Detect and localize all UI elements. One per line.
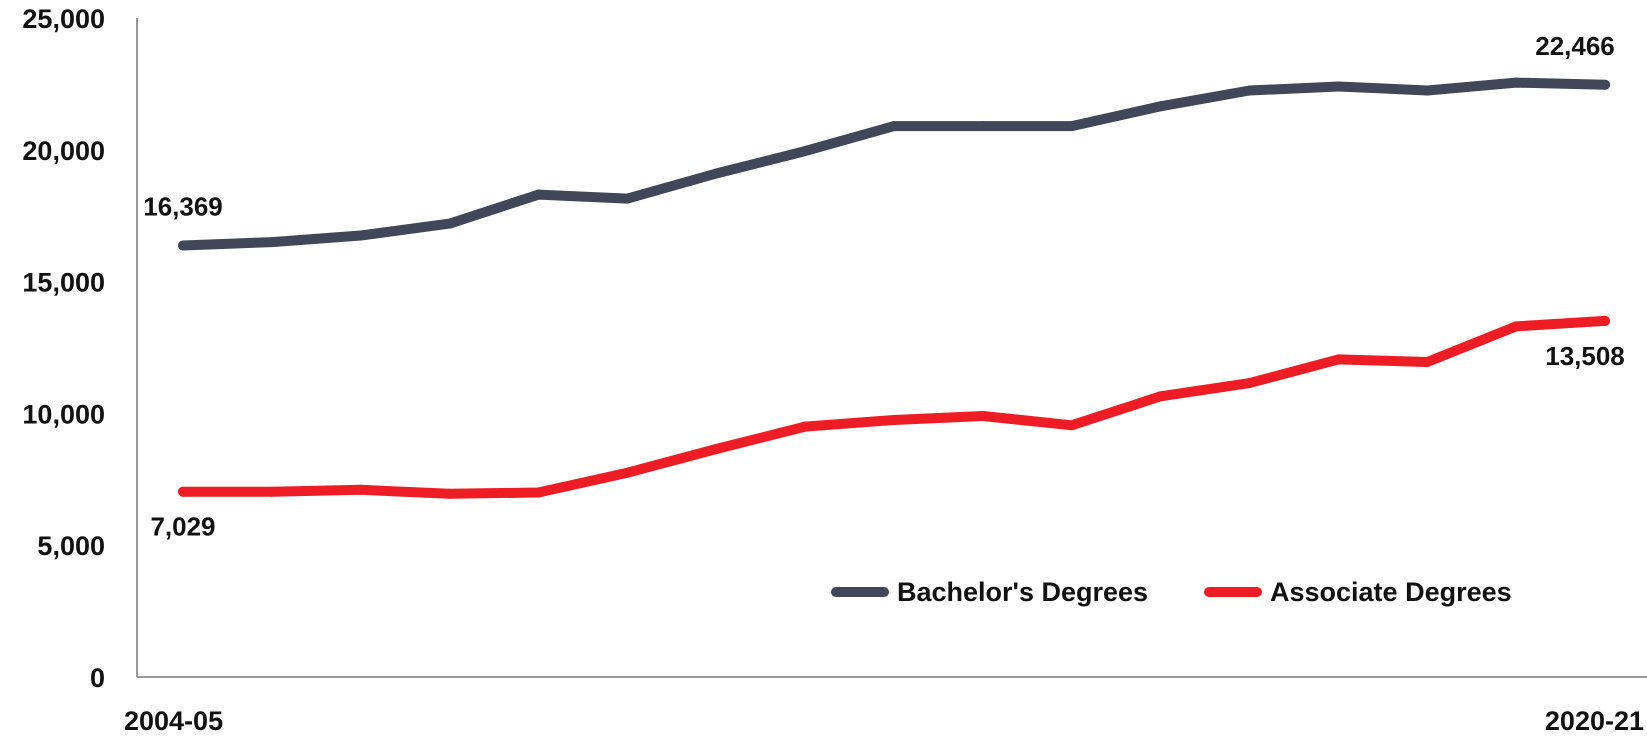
data-point: [266, 486, 277, 497]
data-point: [711, 443, 722, 454]
data-point: [622, 193, 633, 204]
data-point: [533, 487, 544, 498]
data-point: [266, 237, 277, 248]
data-point: [444, 218, 455, 229]
data-point: [1155, 101, 1166, 112]
x-tick-labels: 2004-05 2020-21: [124, 706, 1644, 736]
y-tick-labels: 0 5,000 10,000 15,000 20,000 25,000: [22, 4, 105, 693]
y-tick-label: 10,000: [22, 399, 105, 429]
y-tick-label: 0: [90, 663, 105, 693]
data-point: [1333, 81, 1344, 92]
data-point: [1422, 356, 1433, 367]
data-point: [1244, 378, 1255, 389]
data-label-first: 16,369: [143, 192, 223, 222]
data-point: [1422, 85, 1433, 96]
data-label-first: 7,029: [150, 512, 215, 542]
data-point: [622, 467, 633, 478]
data-point: [1511, 77, 1522, 88]
data-point: [1066, 420, 1077, 431]
legend-label: Bachelor's Degrees: [897, 577, 1148, 607]
data-label-last: 13,508: [1545, 341, 1625, 371]
data-point: [444, 488, 455, 499]
data-point: [889, 414, 899, 425]
data-point: [977, 411, 988, 422]
y-tick-label: 15,000: [22, 268, 105, 298]
data-point: [977, 121, 988, 132]
data-point: [533, 189, 544, 200]
legend: Bachelor's Degrees Associate Degrees: [831, 577, 1512, 607]
series-line-bachelors: [178, 77, 1610, 251]
legend-label: Associate Degrees: [1270, 577, 1512, 607]
y-tick-label: 5,000: [37, 531, 105, 561]
data-point: [1155, 391, 1166, 402]
data-point: [1511, 321, 1522, 332]
data-point: [178, 486, 188, 497]
series-lines: [178, 77, 1610, 499]
data-point: [355, 484, 366, 495]
legend-item: Associate Degrees: [1204, 577, 1512, 607]
axes: [136, 18, 1647, 678]
data-point: [800, 421, 811, 432]
data-label-last: 22,466: [1535, 31, 1615, 61]
data-point: [1600, 315, 1610, 326]
data-labels: 16,369 22,466 7,029 13,508: [143, 31, 1625, 542]
x-tick-label: 2020-21: [1545, 706, 1644, 736]
x-tick-label: 2004-05: [124, 706, 223, 736]
data-point: [711, 168, 722, 179]
series-line-associate: [178, 315, 1610, 499]
data-point: [1066, 121, 1077, 132]
data-point: [355, 230, 366, 241]
data-point: [889, 121, 899, 132]
legend-item: Bachelor's Degrees: [831, 577, 1148, 607]
data-point: [800, 146, 811, 157]
y-tick-label: 25,000: [22, 4, 105, 34]
data-point: [1333, 354, 1344, 365]
data-point: [1600, 79, 1610, 90]
y-tick-label: 20,000: [22, 136, 105, 166]
data-point: [178, 240, 188, 251]
data-point: [1244, 85, 1255, 96]
